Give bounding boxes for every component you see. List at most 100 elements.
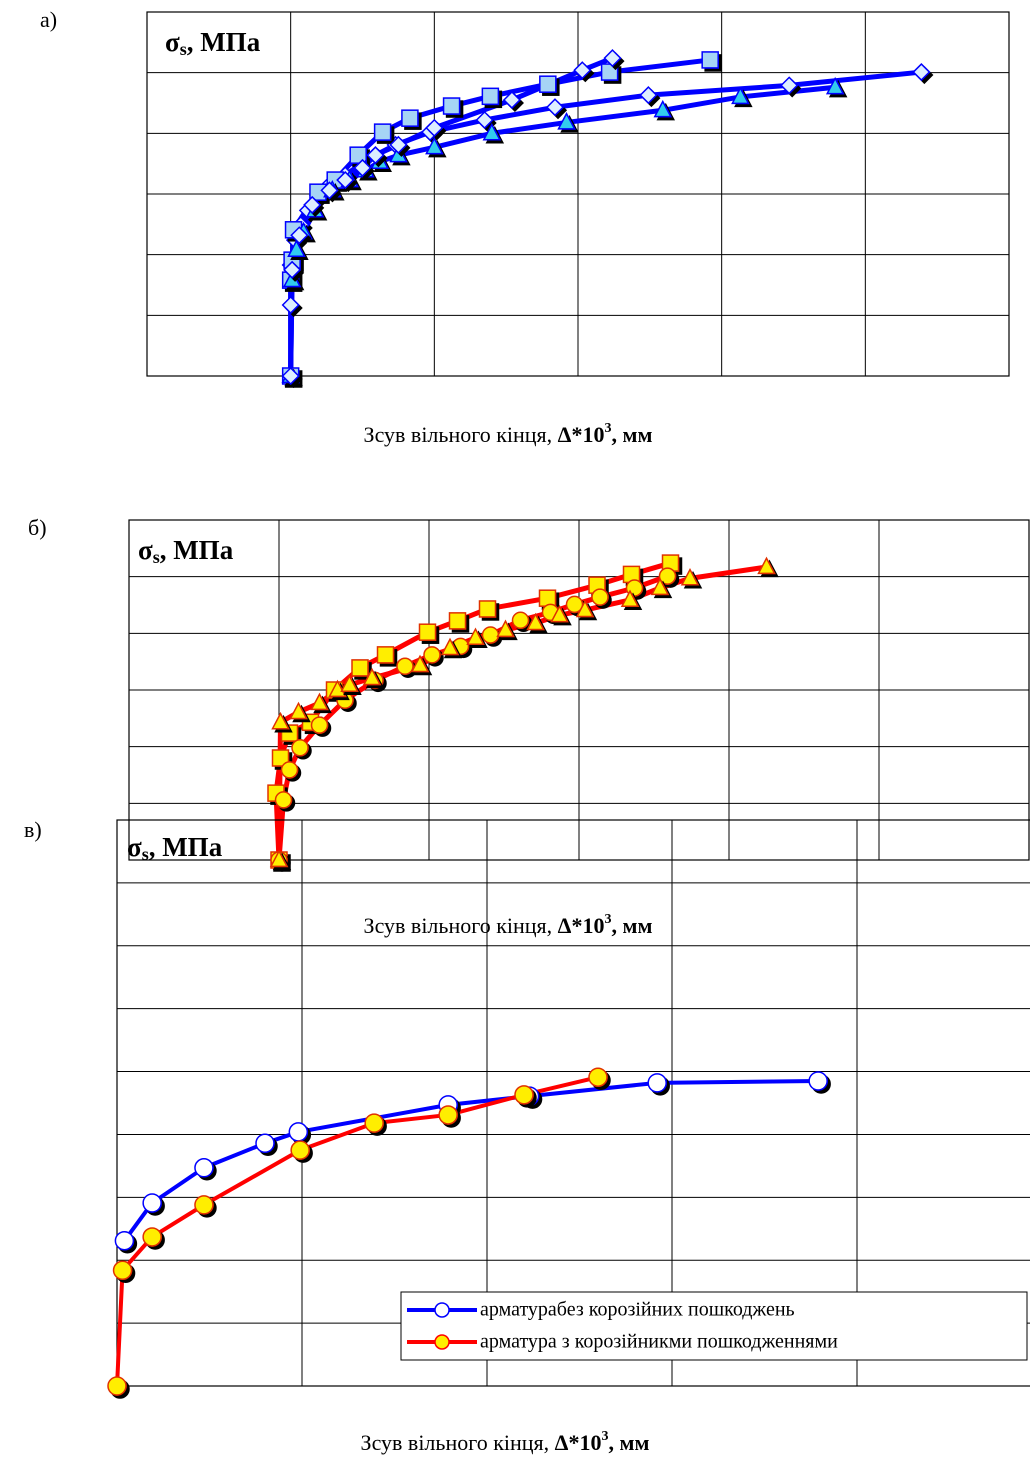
marker: [389, 144, 408, 163]
plot-border: [146, 11, 1010, 377]
marker: [539, 75, 557, 93]
marker: [291, 739, 309, 757]
marker: [478, 600, 497, 618]
marker: [310, 692, 329, 711]
marker: [603, 49, 622, 68]
marker: [373, 123, 392, 141]
marker: [142, 1193, 162, 1213]
legend-label: арматурабез корозійних пошкоджень: [480, 1299, 795, 1321]
marker: [475, 110, 494, 130]
x-axis-label-exp: 3: [601, 1429, 608, 1444]
marker: [271, 711, 290, 730]
marker: [351, 659, 369, 677]
y-axis-label-sub: s: [180, 39, 187, 59]
y-axis-label-symbol: σ: [138, 535, 153, 565]
marker: [620, 589, 640, 608]
marker: [282, 269, 302, 288]
marker: [502, 90, 521, 110]
marker: [757, 556, 776, 575]
marker: [573, 61, 592, 80]
marker: [281, 366, 300, 386]
y-axis-label: σs, МПа: [165, 27, 261, 59]
marker: [290, 1140, 310, 1160]
marker: [442, 97, 461, 115]
legend-box: [400, 1291, 1028, 1361]
x-axis-label-exp: 3: [604, 421, 611, 436]
marker: [410, 654, 430, 673]
y-axis-label: σs, МПа: [127, 832, 223, 864]
marker: [650, 577, 670, 596]
marker: [271, 749, 290, 767]
series-line: [288, 84, 838, 379]
marker: [680, 567, 700, 586]
marker: [481, 626, 500, 644]
marker: [303, 195, 322, 214]
y-axis-label-symbol: σ: [127, 832, 142, 862]
marker: [194, 1195, 214, 1215]
x-axis-label-exp: 3: [604, 912, 611, 927]
marker: [511, 611, 530, 630]
marker: [418, 623, 437, 641]
series-line: [288, 57, 713, 379]
marker: [591, 588, 609, 606]
x-axis-label-var: Δ*10: [558, 913, 605, 938]
x-axis-label-var: Δ*10: [558, 422, 605, 447]
marker: [142, 1227, 162, 1247]
x-axis-label: Зсув вільного кінця, Δ*103, мм: [364, 421, 653, 447]
marker: [288, 1122, 309, 1142]
marker: [780, 76, 799, 95]
y-axis-label-unit: , МПа: [187, 27, 261, 57]
marker: [825, 76, 845, 95]
y-axis-label-sub: s: [153, 547, 160, 567]
marker: [320, 181, 339, 200]
marker: [255, 1133, 275, 1153]
marker: [440, 637, 460, 656]
marker: [364, 1113, 384, 1133]
x-axis-label-text: Зсув вільного кінця,: [364, 913, 558, 938]
x-axis-label-var: Δ*10: [555, 1430, 602, 1455]
marker: [287, 239, 306, 257]
marker: [481, 87, 500, 106]
marker: [514, 1085, 534, 1105]
marker: [653, 99, 673, 118]
chart: а) σs, МПа Зсув вільного кінця, Δ*103, мм: [40, 7, 1010, 447]
legend-label: арматура з корозійникми пошкодженнями: [480, 1331, 838, 1353]
panel-label: а): [40, 7, 57, 32]
marker: [425, 136, 444, 155]
marker: [274, 791, 293, 809]
marker: [328, 679, 347, 698]
marker: [575, 599, 595, 618]
marker: [438, 1105, 458, 1125]
marker: [565, 595, 584, 614]
marker: [658, 567, 677, 585]
series-line: [276, 564, 769, 863]
marker: [280, 761, 299, 779]
marker: [466, 627, 485, 646]
marker: [912, 62, 931, 82]
marker: [448, 612, 467, 630]
marker: [107, 1376, 127, 1396]
marker: [281, 295, 300, 315]
marker: [423, 646, 441, 664]
marker: [310, 716, 329, 734]
marker: [647, 1073, 667, 1093]
marker: [366, 146, 385, 165]
marker: [639, 86, 658, 105]
marker: [550, 604, 569, 623]
marker: [731, 86, 750, 105]
marker: [362, 667, 382, 686]
series-line: [276, 573, 670, 863]
y-axis-label-symbol: σ: [165, 27, 180, 57]
marker: [340, 674, 359, 693]
plot-border: [116, 819, 1030, 1387]
marker: [482, 122, 502, 141]
marker: [290, 226, 309, 245]
legend-marker: [434, 1302, 450, 1318]
series-line: [122, 1078, 821, 1243]
y-axis-label-unit: , МПа: [149, 832, 223, 862]
plot-border: [128, 519, 1030, 861]
marker: [269, 849, 289, 868]
marker: [425, 118, 444, 137]
